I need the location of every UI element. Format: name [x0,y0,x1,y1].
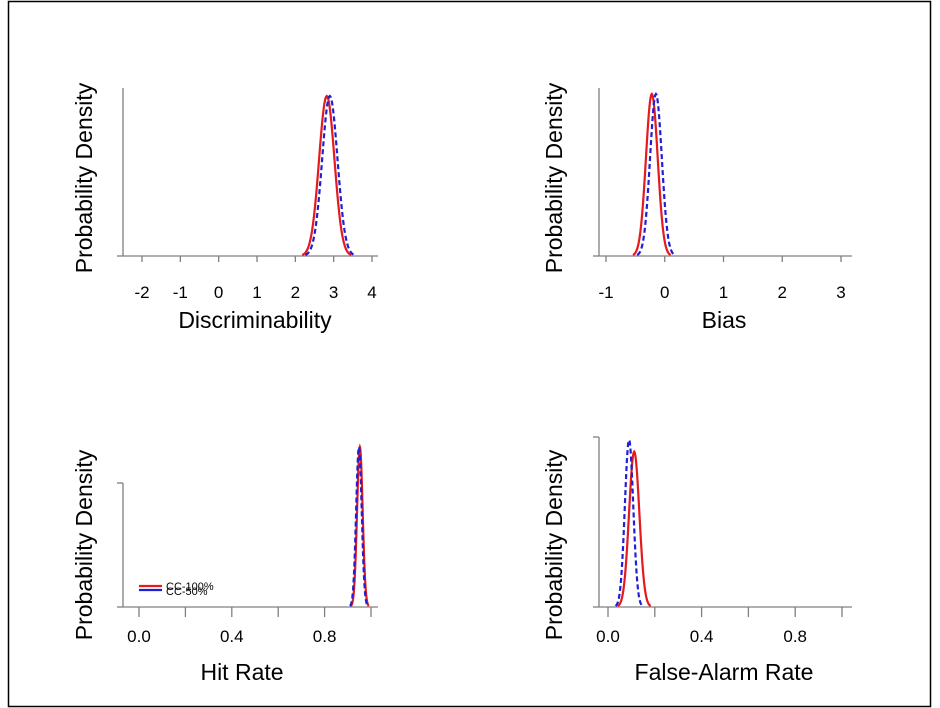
series-curve-cc100 [301,94,352,257]
panel-false-alarm-rate-x-ticks: 0.0 0.4 0.8 [596,607,843,646]
x-tick-label: 1 [719,283,728,302]
x-tick-label: 0 [214,283,223,302]
panel-hit-rate: Probability Density 0.0 0.4 0.8 CC-100% CC… [71,443,378,685]
panel-hit-rate-curves [349,443,370,607]
x-tick-label: -2 [134,283,149,302]
legend-label-cc50: CC-50% [166,586,208,598]
series-curve-cc50 [636,92,676,256]
x-tick-label: 0.8 [783,627,807,646]
series-curve-cc100 [350,443,370,607]
x-tick-label: 3 [836,283,845,302]
panel-false-alarm-rate: Probability Density 0.0 0.4 0.8 False-Alar… [541,436,852,685]
panel-bias-curves [632,92,676,256]
x-tick-label: -1 [598,283,613,302]
x-tick-label: -1 [173,283,188,302]
panel-hit-rate-ylabel: Probability Density [71,449,97,640]
x-tick-label: 0.8 [313,627,337,646]
panel-bias-x-ticks: -1 0 1 2 3 [598,256,846,302]
panel-discriminability-curves [301,94,355,257]
panel-false-alarm-rate-ylabel: Probability Density [541,449,567,640]
x-tick-label: 2 [778,283,787,302]
x-tick-label: 0.4 [690,627,714,646]
panel-hit-rate-xlabel: Hit Rate [200,659,283,685]
x-tick-label: 1 [252,283,261,302]
figure-border [7,0,932,708]
x-tick-label: 0.0 [596,627,620,646]
x-tick-label: 2 [291,283,300,302]
panel-bias: Probability Density -1 0 1 2 3 Bias [541,82,852,333]
panel-bias-xlabel: Bias [702,307,747,333]
panel-discriminability-x-ticks: -2 -1 0 1 2 3 4 [134,256,377,302]
series-curve-cc50 [614,437,644,607]
series-curve-cc100 [632,92,672,256]
panel-false-alarm-rate-xlabel: False-Alarm Rate [635,659,814,685]
x-tick-label: 0.4 [220,627,244,646]
x-tick-label: 3 [329,283,338,302]
panel-hit-rate-x-ticks: 0.0 0.4 0.8 [127,607,372,646]
panel-false-alarm-rate-curves [614,437,652,607]
panel-discriminability-xlabel: Discriminability [178,307,332,333]
legend-label-cc100: CC-100% [166,581,214,593]
x-tick-label: 4 [367,283,376,302]
panel-bias-ylabel: Probability Density [541,82,567,273]
panel-discriminability: Probability Density -2 -1 0 1 2 3 4 Discrimina… [71,82,378,333]
series-curve-cc100 [617,449,652,607]
x-tick-label: 0.0 [127,627,151,646]
panel-discriminability-ylabel: Probability Density [71,82,97,273]
legend: CC-100% CC-50% [139,581,214,598]
x-tick-label: 0 [660,283,669,302]
series-curve-cc50 [304,94,355,257]
